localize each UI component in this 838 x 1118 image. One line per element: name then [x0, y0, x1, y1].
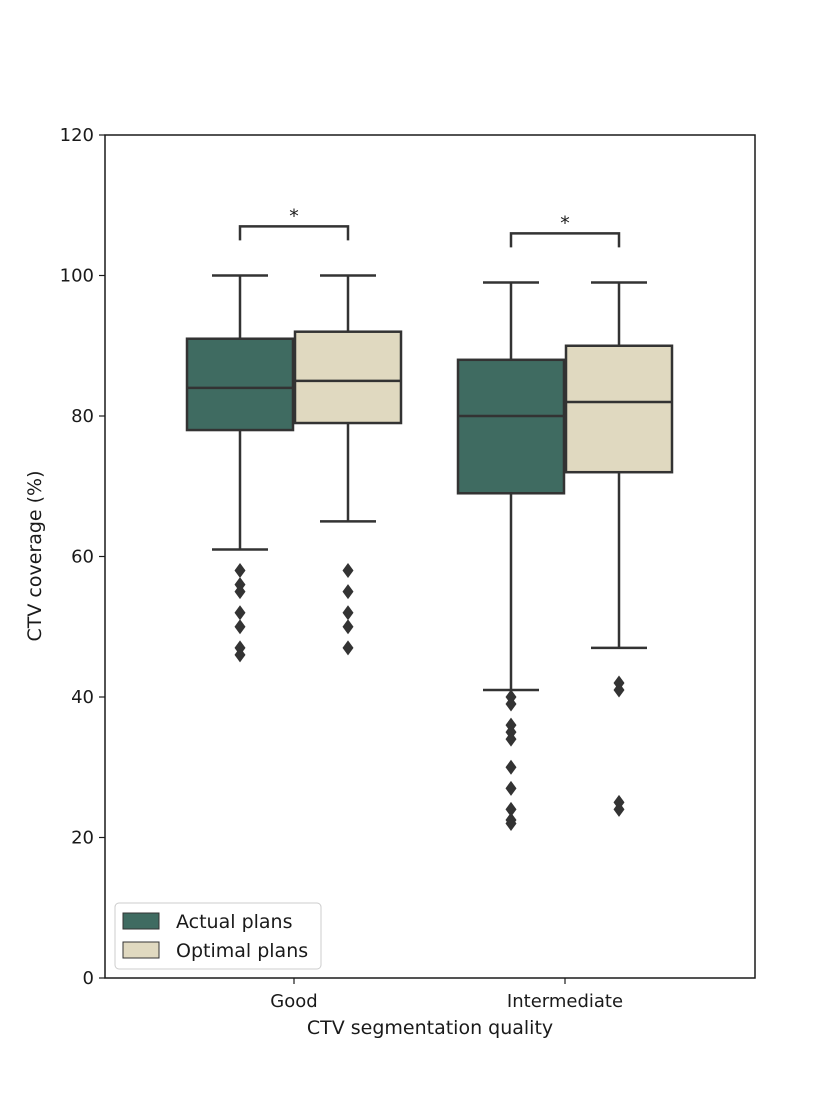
- outlier-point: [505, 801, 517, 817]
- outlier-point: [505, 696, 517, 712]
- outlier-point: [613, 801, 625, 817]
- outlier-point: [234, 584, 246, 600]
- boxes: [185, 274, 674, 831]
- x-tick-label: Good: [270, 991, 317, 1012]
- y-tick-label: 60: [71, 547, 94, 568]
- y-axis: 0 20 40 60 80 100 120: [60, 125, 105, 989]
- y-axis-label: CTV coverage (%): [24, 470, 46, 641]
- y-tick-label: 40: [71, 687, 94, 708]
- y-tick-label: 20: [71, 828, 94, 849]
- x-axis: Good Intermediate: [270, 978, 623, 1012]
- box-group: [185, 274, 295, 663]
- outlier-point: [342, 640, 354, 656]
- outlier-point: [505, 780, 517, 796]
- outlier-point: [234, 647, 246, 663]
- box: [185, 337, 295, 432]
- box-group: [293, 274, 403, 656]
- legend: Actual plans Optimal plans: [114, 902, 322, 970]
- significance-bracket: [238, 225, 350, 241]
- x-tick-label: Intermediate: [507, 991, 623, 1012]
- significance-star: *: [560, 212, 570, 234]
- outlier-point: [342, 619, 354, 635]
- y-tick-label: 100: [60, 266, 94, 287]
- outlier-point: [234, 619, 246, 635]
- x-axis-label: CTV segmentation quality: [307, 1017, 553, 1039]
- significance-annotations: * *: [238, 205, 621, 248]
- outlier-point: [505, 731, 517, 747]
- box: [293, 330, 403, 425]
- outlier-point: [342, 563, 354, 579]
- plot-area: [104, 134, 756, 979]
- y-tick-label: 80: [71, 406, 94, 427]
- outlier-point: [613, 682, 625, 698]
- y-tick-label: 0: [83, 968, 94, 989]
- legend-swatch-actual-plans: [122, 912, 160, 930]
- legend-swatch-optimal-plans: [122, 941, 160, 959]
- significance-bracket: [509, 232, 621, 248]
- outlier-point: [505, 815, 517, 831]
- box-group: [456, 281, 566, 831]
- box-group: [564, 281, 674, 817]
- y-tick-label: 120: [60, 125, 94, 146]
- legend-label-actual-plans: Actual plans: [176, 911, 293, 933]
- box: [564, 344, 674, 474]
- significance-star: *: [289, 205, 299, 227]
- outlier-point: [342, 584, 354, 600]
- outlier-point: [234, 563, 246, 579]
- outlier-point: [234, 605, 246, 621]
- outlier-point: [342, 605, 354, 621]
- legend-label-optimal-plans: Optimal plans: [176, 940, 308, 962]
- box: [456, 358, 566, 495]
- legend-box: [114, 902, 322, 970]
- outlier-point: [505, 759, 517, 775]
